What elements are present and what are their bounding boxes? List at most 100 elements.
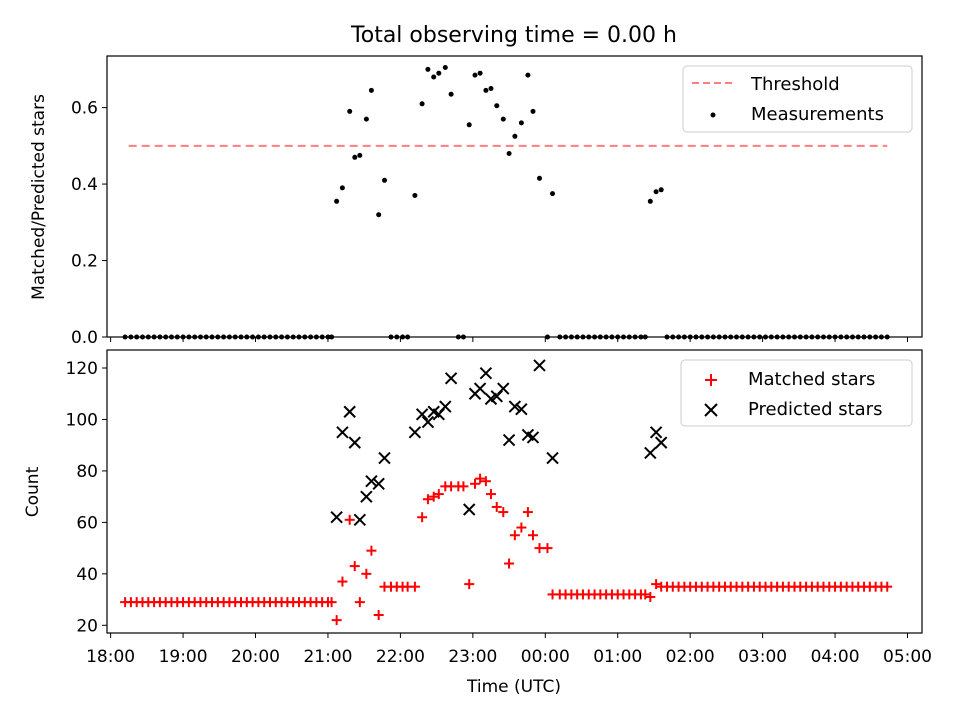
matched-star-marker — [326, 597, 337, 608]
bottom-y-tick-label: 20 — [76, 616, 98, 636]
matched-star-marker — [504, 558, 515, 569]
predicted-star-marker — [353, 513, 367, 527]
predicted-star-marker-b — [408, 426, 422, 439]
x-tick-label: 03:00 — [738, 647, 787, 667]
matched-star-marker — [428, 491, 439, 502]
matched-star-marker — [422, 494, 433, 505]
matched-star-marker — [882, 581, 893, 592]
predicted-star-marker — [497, 382, 510, 395]
legend-matched-label: Matched stars — [748, 369, 875, 390]
predicted-star-marker-b — [526, 431, 540, 444]
measurement-point — [653, 189, 659, 195]
matched-star-marker — [417, 512, 428, 523]
predicted-star-marker-b — [439, 400, 452, 413]
predicted-star-marker — [439, 400, 452, 413]
measurement-point — [425, 66, 431, 72]
predicted-star-marker-b — [546, 451, 559, 465]
predicted-star-marker-b — [336, 426, 349, 439]
top-y-tick-label: 0.6 — [71, 99, 98, 119]
predicted-star-marker — [644, 446, 657, 460]
matched-star-marker — [522, 507, 533, 518]
predicted-star-marker — [533, 359, 546, 372]
predicted-star-marker — [365, 475, 378, 488]
predicted-star-marker-b — [360, 490, 373, 503]
x-tick-label: 00:00 — [521, 647, 570, 667]
x-tick-label: 04:00 — [811, 647, 860, 667]
measurement-point — [483, 87, 489, 93]
measurement-point — [525, 72, 531, 78]
matched-star-marker — [645, 591, 656, 602]
measurement-point — [412, 193, 418, 198]
predicted-star-marker-b — [353, 513, 367, 527]
predicted-star-marker — [502, 433, 516, 447]
predicted-star-marker-b — [415, 408, 429, 421]
x-tick-label: 21:00 — [303, 647, 352, 667]
top-axes-frame — [106, 55, 923, 338]
matched-star-marker — [651, 579, 662, 590]
bottom-y-tick-label: 60 — [76, 513, 98, 533]
predicted-star-marker — [415, 408, 429, 421]
measurement-point — [448, 91, 454, 97]
measurement-point — [488, 86, 494, 91]
predicted-star-marker — [479, 366, 493, 380]
measurement-point — [352, 154, 358, 160]
top-legend-box — [682, 65, 913, 133]
bottom-legend: Matched stars Predicted stars — [680, 359, 913, 427]
predicted-star-marker — [444, 372, 458, 385]
predicted-star-marker-b — [502, 433, 516, 447]
matched-star-marker — [409, 581, 420, 592]
x-tick-label: 19:00 — [159, 647, 208, 667]
measurement-points — [122, 65, 890, 340]
measurement-point — [436, 70, 442, 76]
measurement-point — [382, 177, 387, 183]
predicted-star-marker-b — [521, 428, 535, 442]
top-panel: Total observing time = 0.00 h 0.0 0.2 0.4 0… — [29, 23, 923, 348]
legend-measurements-swatch — [710, 112, 716, 118]
matched-star-marker — [485, 489, 496, 500]
measurement-point — [518, 120, 524, 126]
legend-threshold-label: Threshold — [750, 74, 840, 95]
measurement-point — [466, 122, 472, 128]
predicted-star-marker — [336, 426, 349, 439]
top-y-tick-label: 0.0 — [71, 328, 98, 348]
measurement-point — [494, 103, 500, 109]
chart-title: Total observing time = 0.00 h — [350, 23, 677, 48]
bottom-legend-box — [680, 359, 913, 427]
bottom-panel: 20 40 60 80 100 120 18:00 19:00 20:00 21:00 22:00… — [23, 349, 932, 697]
predicted-star-marker-b — [378, 451, 391, 465]
top-y-axis-label: Matched/Predicted stars — [29, 94, 49, 300]
matched-star-marker — [349, 561, 360, 572]
measurement-point — [550, 191, 555, 197]
matched-star-marker — [337, 576, 348, 587]
x-tick-label: 05:00 — [883, 647, 932, 667]
x-tick-label: 02:00 — [666, 647, 715, 667]
predicted-star-marker-b — [533, 359, 546, 372]
top-y-tick-label: 0.2 — [71, 252, 98, 272]
measurement-point — [368, 87, 374, 93]
x-tick-label: 22:00 — [376, 647, 425, 667]
measurement-point — [334, 198, 340, 204]
bottom-axes-frame — [106, 349, 923, 634]
measurement-point — [376, 212, 382, 218]
predicted-star-marker — [649, 426, 663, 439]
matched-star-marker — [361, 568, 372, 579]
measurement-point — [442, 65, 448, 70]
predicted-star-marker-b — [479, 366, 493, 380]
matched-stars-points — [120, 473, 893, 626]
measurement-point — [472, 72, 478, 78]
matched-star-marker — [475, 473, 486, 484]
predicted-star-marker-b — [365, 475, 378, 488]
measurement-point — [506, 151, 512, 156]
predicted-star-marker-b — [421, 415, 435, 429]
predicted-star-marker-b — [372, 477, 385, 490]
predicted-star-marker — [515, 402, 528, 416]
predicted-star-marker-b — [343, 405, 356, 418]
predicted-star-marker — [508, 400, 522, 413]
measurement-point — [347, 108, 353, 114]
predicted-star-marker-b — [644, 446, 657, 460]
predicted-star-marker-b — [508, 400, 522, 413]
predicted-star-marker-b — [330, 511, 343, 524]
predicted-star-marker — [526, 431, 540, 444]
predicted-stars-points — [330, 359, 668, 527]
measurement-point — [537, 175, 542, 181]
